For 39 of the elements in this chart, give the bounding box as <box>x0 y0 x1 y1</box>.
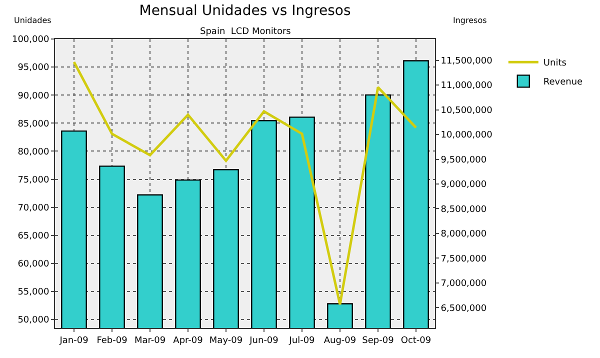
y-tick-label: 85,000 <box>18 119 50 130</box>
x-tick-label: Jan-09 <box>58 336 89 346</box>
y-tick-label: 90,000 <box>18 91 50 102</box>
y2-axis-title: Ingresos <box>453 16 487 25</box>
y2-tick-label: 9,000,000 <box>440 180 487 190</box>
x-tick-label: Jun-09 <box>248 336 279 346</box>
y-tick-label: 95,000 <box>18 63 50 74</box>
y2-tick-label: 6,500,000 <box>440 304 487 314</box>
x-tick-label: Apr-09 <box>173 336 204 346</box>
y-axis-title: Unidades <box>14 16 52 25</box>
y2-tick-label: 9,500,000 <box>440 155 487 166</box>
y-tick-label: 50,000 <box>18 316 50 326</box>
y2-tick-label: 7,000,000 <box>440 279 487 290</box>
y-tick-label: 60,000 <box>18 260 50 270</box>
y2-tick-label: 10,000,000 <box>440 130 493 141</box>
x-tick-label: Aug-09 <box>324 336 356 346</box>
y2-tick-label: 10,500,000 <box>440 106 493 116</box>
x-tick-label: Mar-09 <box>134 336 166 346</box>
chart-subtitle: Spain LCD Monitors <box>200 27 292 37</box>
y-tick-label: 100,000 <box>12 35 50 46</box>
y2-tick-label: 11,000,000 <box>440 81 493 92</box>
y-tick-label: 55,000 <box>18 288 50 298</box>
y2-tick-label: 8,500,000 <box>440 204 487 215</box>
line-series <box>72 60 418 306</box>
y2-tick-label: 7,500,000 <box>440 254 487 264</box>
x-tick-label: Feb-09 <box>96 336 128 346</box>
x-tick-label: May-09 <box>209 336 243 346</box>
chart-title: Mensual Unidades vs Ingresos <box>139 3 351 20</box>
x-tick-label: Jul-09 <box>288 336 316 346</box>
y-tick-label: 65,000 <box>18 232 50 242</box>
y2-tick-label: 11,500,000 <box>440 56 493 66</box>
x-tick-label: Oct-09 <box>400 336 432 346</box>
legend-label: Revenue <box>543 78 584 88</box>
y-tick-label: 70,000 <box>18 204 50 214</box>
y-tick-label: 75,000 <box>18 175 50 186</box>
y-tick-label: 80,000 <box>18 147 50 158</box>
y2-tick-label: 8,000,000 <box>440 230 487 240</box>
legend-label: Units <box>543 58 567 69</box>
x-tick-label: Sep-09 <box>362 336 394 346</box>
